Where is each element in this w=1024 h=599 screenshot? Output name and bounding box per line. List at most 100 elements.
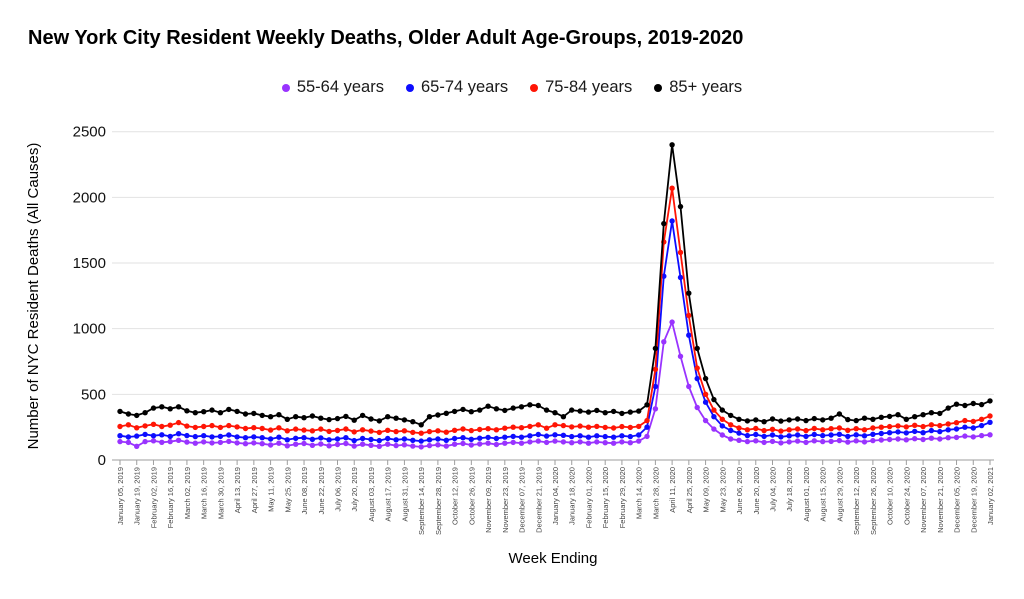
svg-text:December 05, 2020: December 05, 2020 <box>953 467 962 533</box>
data-point <box>753 425 759 432</box>
data-point <box>318 435 324 441</box>
data-point <box>594 433 600 439</box>
data-point <box>343 426 349 432</box>
data-point <box>393 428 399 435</box>
data-point <box>251 410 257 417</box>
data-point <box>937 428 943 435</box>
data-point <box>510 424 516 430</box>
data-point <box>702 391 709 397</box>
data-point <box>836 425 843 431</box>
data-point <box>786 439 792 445</box>
data-point <box>125 434 132 440</box>
data-point <box>418 438 424 444</box>
data-point <box>886 413 893 420</box>
data-point <box>702 417 709 424</box>
data-point <box>502 440 508 446</box>
data-point <box>410 419 416 425</box>
data-point <box>719 416 725 422</box>
data-point <box>410 429 416 436</box>
data-point <box>142 423 148 429</box>
data-point <box>226 432 232 438</box>
data-point <box>201 439 207 445</box>
data-point <box>184 408 190 414</box>
data-point <box>468 427 474 434</box>
data-point <box>334 436 341 442</box>
data-point <box>962 417 968 424</box>
data-point <box>778 434 784 440</box>
legend-item-55-64-years: 55-64 years <box>281 78 384 97</box>
data-point <box>435 412 441 418</box>
data-point <box>426 414 433 420</box>
data-point <box>543 407 550 413</box>
data-point <box>753 431 759 438</box>
data-point <box>945 435 951 441</box>
data-point <box>343 440 349 447</box>
data-point <box>451 408 458 415</box>
data-point <box>368 436 374 443</box>
data-point <box>385 427 391 433</box>
data-point <box>134 443 140 449</box>
data-point <box>736 416 742 422</box>
data-point <box>267 427 274 433</box>
data-point <box>769 438 776 445</box>
data-point <box>728 412 734 419</box>
data-point <box>577 408 583 414</box>
data-point <box>920 423 926 430</box>
data-point <box>677 249 684 256</box>
data-point <box>234 424 240 430</box>
data-point <box>970 418 976 425</box>
data-point <box>694 365 700 371</box>
data-point <box>870 416 876 422</box>
data-point <box>912 414 918 420</box>
data-point <box>686 332 692 338</box>
legend-dot-icon <box>530 83 539 92</box>
series-65-74-years <box>117 218 993 444</box>
data-point <box>845 416 851 423</box>
svg-text:June 22, 2019: June 22, 2019 <box>317 467 326 515</box>
data-point <box>343 435 349 441</box>
legend-label: 55-64 years <box>296 78 384 96</box>
data-point <box>803 427 809 434</box>
data-point <box>502 425 508 431</box>
data-point <box>217 410 224 416</box>
data-point <box>987 398 993 404</box>
data-point <box>167 433 173 440</box>
data-point <box>669 185 675 191</box>
data-point <box>728 427 734 434</box>
data-point <box>886 436 893 443</box>
data-point <box>301 440 307 447</box>
data-point <box>594 407 600 414</box>
data-point <box>267 436 274 442</box>
data-point <box>778 428 784 434</box>
svg-text:September 12, 2020: September 12, 2020 <box>852 467 861 535</box>
svg-text:May 09, 2020: May 09, 2020 <box>702 467 711 512</box>
data-point <box>811 438 817 444</box>
data-point <box>117 438 123 445</box>
data-point <box>585 440 592 446</box>
data-point <box>326 443 332 449</box>
data-point <box>836 431 843 437</box>
data-point <box>652 366 659 373</box>
data-point <box>853 426 859 432</box>
data-point <box>477 407 483 413</box>
data-point <box>778 418 784 424</box>
data-point <box>803 433 809 440</box>
data-point <box>820 432 826 439</box>
data-point <box>192 424 198 431</box>
y-tick-labels: 0 500 1000 1500 2000 2500 <box>73 124 106 469</box>
data-point <box>125 411 132 417</box>
svg-text:September 26, 2020: September 26, 2020 <box>869 467 878 535</box>
data-point <box>761 439 767 446</box>
data-point <box>610 425 617 431</box>
legend-item-85-years: 85+ years <box>654 78 742 97</box>
data-point <box>711 407 717 413</box>
data-point <box>468 409 474 415</box>
data-point <box>142 431 148 438</box>
data-point <box>878 437 884 443</box>
data-point <box>820 427 826 433</box>
data-point <box>886 430 893 436</box>
data-point <box>393 437 399 443</box>
data-point <box>401 442 408 448</box>
data-point <box>937 422 943 429</box>
